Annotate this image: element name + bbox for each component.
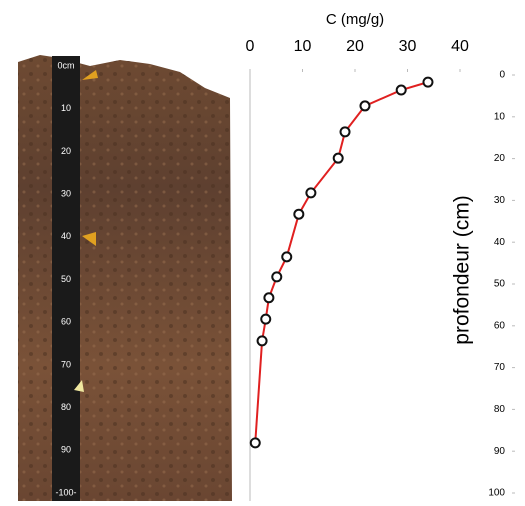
y-tick-label: 60 <box>494 320 506 331</box>
x-tick-label: 40 <box>451 38 469 55</box>
ruler-labels: 0cm 10 20 30 40 50 60 70 80 90 -100- <box>55 60 76 497</box>
y-tick-label: 70 <box>494 362 506 373</box>
data-point <box>260 313 272 325</box>
y-tick-label: 50 <box>494 279 506 290</box>
data-point <box>359 100 371 112</box>
data-point <box>263 292 275 304</box>
ruler-label: 50 <box>61 274 71 284</box>
data-point <box>422 76 434 88</box>
x-tick-label: 0 <box>246 38 255 55</box>
ruler-label: 10 <box>61 103 71 113</box>
y-tick-label: 10 <box>494 111 506 122</box>
y-tick-label: 20 <box>494 153 506 164</box>
y-tick-label: 100 <box>488 488 505 499</box>
ruler-label: -100- <box>55 487 76 497</box>
y-tick-label: 30 <box>494 195 506 206</box>
y-tick-label: 90 <box>494 446 506 457</box>
data-point <box>339 126 351 138</box>
ruler-label: 90 <box>61 445 71 455</box>
data-point <box>395 84 407 96</box>
data-point <box>249 437 261 449</box>
data-point <box>256 335 268 347</box>
x-tick-label: 20 <box>346 38 364 55</box>
ruler-label: 0cm <box>57 60 74 70</box>
chart: C (mg/g) profondeur (cm) 0 10 20 30 40 0 10 20 3… <box>246 11 515 501</box>
y-tick-label: 40 <box>494 237 506 248</box>
x-axis-title: C (mg/g) <box>326 11 384 28</box>
ruler-label: 70 <box>61 359 71 369</box>
data-line <box>254 81 429 443</box>
x-tick-label: 30 <box>399 38 417 55</box>
x-tick-label: 10 <box>294 38 312 55</box>
y-tick-label: 80 <box>494 404 506 415</box>
data-point <box>271 271 283 283</box>
ruler-label: 60 <box>61 317 71 327</box>
ruler-label: 40 <box>61 231 71 241</box>
y-tick-label: 0 <box>499 70 505 81</box>
ruler-label: 20 <box>61 146 71 156</box>
data-point <box>305 187 317 199</box>
data-point <box>293 208 305 220</box>
data-point <box>332 152 344 164</box>
y-axis-title: profondeur (cm) <box>451 195 474 344</box>
ruler-label: 80 <box>61 402 71 412</box>
ruler-label: 30 <box>61 188 71 198</box>
data-point <box>281 251 293 263</box>
soil-photo <box>18 55 232 501</box>
